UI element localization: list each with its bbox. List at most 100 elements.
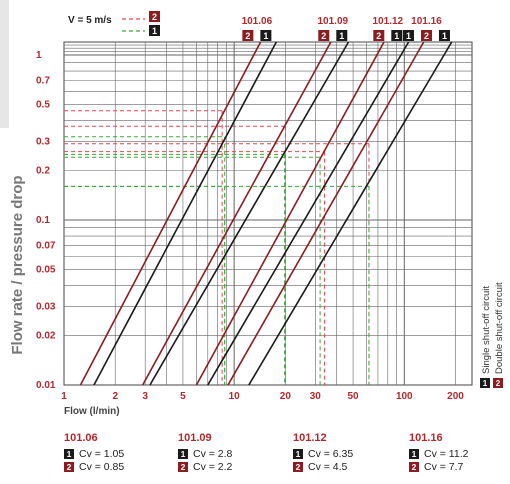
side-legend-single: Single shut-off circuit (481, 286, 492, 374)
top-badge-1 (402, 30, 414, 41)
top-model-label: 101.06 (242, 16, 273, 27)
velocity-legend-label: V = 5 m/s (68, 15, 112, 26)
y-tick-label: 0.03 (36, 301, 56, 312)
top-badge-text: 2 (376, 31, 381, 41)
top-badge-text: 2 (424, 31, 429, 41)
cv-value-1: Cv = 2.8 (193, 447, 233, 460)
top-badge-text: 1 (406, 31, 411, 41)
series-line-101-09-c2 (141, 41, 332, 386)
top-badge-2 (318, 30, 330, 41)
top-badge-text: 1 (442, 31, 447, 41)
y-tick-label: 0.07 (36, 241, 56, 252)
top-badge-text: 1 (394, 31, 399, 41)
series-lines (79, 41, 453, 386)
cv-legend-row-1: 1 Cv = 6.35 (293, 447, 353, 460)
cv-value-2: Cv = 7.7 (424, 460, 464, 473)
y-tick-label: 0.2 (36, 165, 50, 176)
top-badge-text: 1 (339, 31, 344, 41)
y-tick-label: 0.1 (36, 215, 50, 226)
cv-legend-row-1: 1 Cv = 2.8 (178, 447, 232, 460)
y-tick-label: 0.5 (36, 100, 50, 111)
x-tick-label: 10 (229, 391, 241, 402)
axis-ticks: 1 2 3 5 10 20 30 50 100 200 1 0.7 0.5 0.3 0.2 0.1 0.07 0.… (36, 50, 464, 402)
cv-legend-row-2: 2 Cv = 4.5 (293, 460, 353, 473)
cv-value-2: Cv = 4.5 (308, 460, 348, 473)
cv-value-2: Cv = 0.85 (79, 460, 125, 473)
cv-legend-row-1: 1 Cv = 11.2 (409, 447, 468, 460)
cv-badge-2: 2 (409, 461, 419, 472)
cv-legend-row-1: 1 Cv = 1.05 (64, 447, 124, 460)
top-model-label: 101.09 (317, 16, 348, 27)
plot-frame (63, 41, 473, 386)
x-tick-label: 3 (142, 391, 148, 402)
x-tick-label: 1 (61, 391, 67, 402)
top-badge-1 (336, 30, 348, 41)
velocity-legend-badge-2 (149, 11, 160, 22)
cv-legend-101-12: 101.12 1 Cv = 6.35 2 Cv = 4.5 (293, 432, 353, 473)
top-badge-1 (260, 30, 272, 41)
cv-legend-101-09: 101.09 1 Cv = 2.8 2 Cv = 2.2 (178, 432, 232, 473)
cv-badge-2: 2 (64, 461, 74, 472)
cv-legend-model: 101.12 (293, 432, 327, 444)
cv-value-1: Cv = 6.35 (308, 447, 354, 460)
x-tick-label: 30 (310, 391, 322, 402)
cv-legend-model: 101.16 (409, 432, 443, 444)
top-model-label: 101.12 (373, 16, 404, 27)
cv-legend-model: 101.09 (178, 432, 212, 444)
y-tick-label: 0.02 (36, 330, 56, 341)
series-line-101-09-c1 (149, 41, 350, 386)
side-legend-badge-2-text: 2 (496, 379, 501, 388)
cv-legend-101-06: 101.06 1 Cv = 1.05 2 Cv = 0.85 (64, 432, 124, 473)
cv-badge-1: 1 (178, 448, 188, 459)
series-line-101-06-c1 (93, 41, 278, 386)
cv-badge-2: 2 (178, 461, 188, 472)
top-badge-2 (242, 30, 254, 41)
y-tick-label: 0.01 (36, 380, 56, 391)
page-side-tab (0, 0, 9, 128)
cv-badge-2: 2 (293, 461, 303, 472)
series-line-101-16-c2 (227, 41, 425, 386)
velocity-legend-badge-2-text: 2 (152, 12, 157, 22)
series-line-101-06-c2 (79, 41, 262, 386)
chart-grid (63, 41, 473, 386)
cv-legend-101-16: 101.16 1 Cv = 11.2 2 Cv = 7.7 (409, 432, 468, 473)
velocity-legend-badge-1-text: 1 (152, 26, 157, 36)
x-tick-label: 20 (280, 391, 292, 402)
top-badge-2 (420, 30, 432, 41)
top-badge-text: 1 (263, 31, 268, 41)
top-badge-1 (438, 30, 450, 41)
x-tick-label: 2 (112, 391, 118, 402)
cv-legend-row-2: 2 Cv = 2.2 (178, 460, 232, 473)
cv-value-1: Cv = 1.05 (79, 447, 125, 460)
top-badge-1 (391, 30, 403, 41)
top-badge-2 (373, 30, 385, 41)
y-tick-label: 0.7 (36, 76, 50, 87)
y-tick-label: 0.3 (36, 136, 50, 147)
velocity-legend-badge-1 (149, 25, 160, 36)
cv-badge-1: 1 (293, 448, 303, 459)
side-legend-badge-1 (480, 378, 490, 388)
side-legend-badge-2 (493, 378, 503, 388)
series-line-101-12-c1 (207, 41, 410, 386)
cv-badge-1: 1 (409, 448, 419, 459)
top-badge-text: 2 (245, 31, 250, 41)
x-tick-label: 5 (180, 391, 186, 402)
top-model-label: 101.16 (411, 16, 442, 27)
cv-legend-row-2: 2 Cv = 7.7 (409, 460, 468, 473)
top-badge-text: 2 (321, 31, 326, 41)
side-legend: 1 Single shut-off circuit 2 Double shut-… (480, 282, 505, 388)
x-tick-label: 100 (396, 391, 413, 402)
reference-lines (64, 110, 370, 385)
series-line-101-16-c1 (248, 41, 453, 386)
cv-badge-1: 1 (64, 448, 74, 459)
x-tick-label: 50 (348, 391, 360, 402)
series-line-101-12-c2 (195, 41, 385, 386)
cv-legend-model: 101.06 (64, 432, 98, 444)
y-axis-label: Flow rate / pressure drop (9, 175, 26, 354)
side-legend-double: Double shut-off circuit (494, 282, 505, 374)
cv-value-2: Cv = 2.2 (193, 460, 233, 473)
side-legend-badge-1-text: 1 (483, 379, 488, 388)
x-tick-label: 200 (447, 391, 464, 402)
